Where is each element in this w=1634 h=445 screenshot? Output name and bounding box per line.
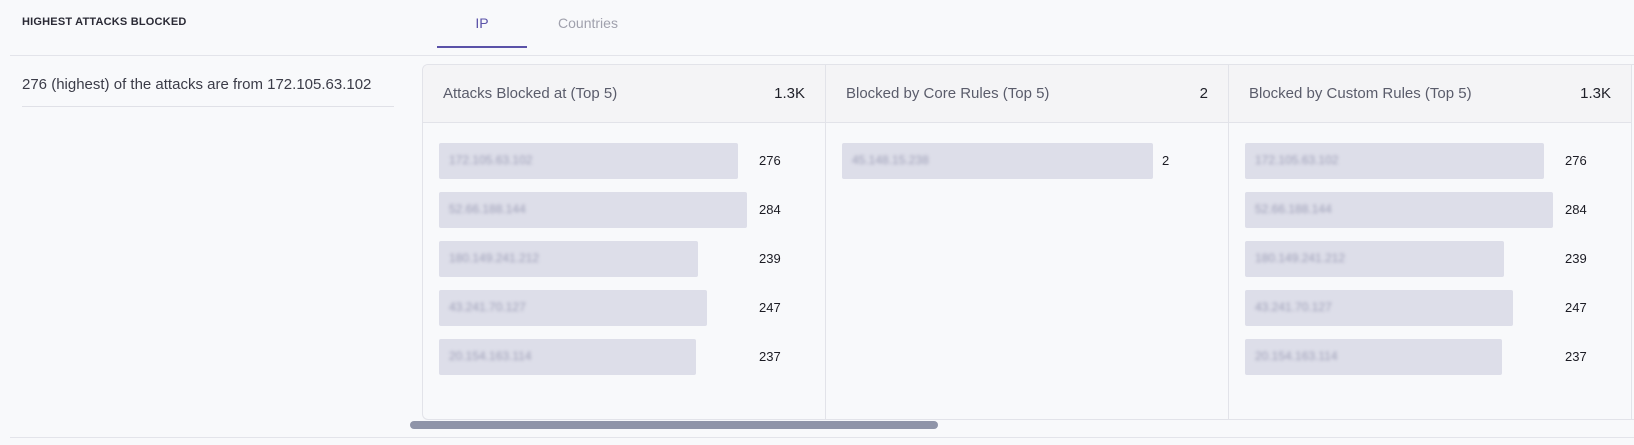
ip-label: 172.105.63.102 (449, 153, 533, 167)
bar-value: 284 (1565, 202, 1587, 217)
ip-label: 52.66.188.144 (1255, 202, 1332, 216)
bar-row: 45.148.15.238 2 (826, 143, 1228, 192)
bar-list: 172.105.63.102 276 52.66.188.144 284 180.149… (423, 123, 825, 388)
card-core-rules: Blocked by Core Rules (Top 5) 2 45.148.1… (826, 65, 1229, 419)
ip-label: 180.149.241.212 (449, 251, 540, 265)
bar-value: 2 (1162, 153, 1170, 168)
cards-scroll-area[interactable]: Attacks Blocked at (Top 5) 1.3K 172.105.… (422, 64, 1634, 420)
tab-ip[interactable]: IP (437, 0, 527, 48)
bar[interactable] (1245, 241, 1504, 277)
card-total: 1.3K (1580, 85, 1611, 102)
card-custom-rules: Blocked by Custom Rules (Top 5) 1.3K 172… (1229, 65, 1632, 419)
bar-value: 284 (759, 202, 781, 217)
header-divider (10, 55, 1634, 56)
bar-row: 180.149.241.212 239 (423, 241, 825, 290)
bar[interactable] (439, 143, 738, 179)
card-header: Blocked by Core Rules (Top 5) 2 (826, 65, 1228, 123)
bar-value: 247 (1565, 300, 1587, 315)
ip-label: 180.149.241.212 (1255, 251, 1346, 265)
bar-row: 172.105.63.102 276 (423, 143, 825, 192)
bar[interactable] (439, 339, 696, 375)
bar[interactable] (439, 192, 747, 228)
bar[interactable] (1245, 192, 1553, 228)
bar-row: 43.241.70.127 247 (423, 290, 825, 339)
horizontal-scrollbar[interactable] (410, 421, 938, 429)
bar-list: 45.148.15.238 2 (826, 123, 1228, 192)
ip-label: 52.66.188.144 (449, 202, 526, 216)
card-header: Blocked by Custom Rules (Top 5) 1.3K (1229, 65, 1631, 123)
section-title: HIGHEST ATTACKS BLOCKED (22, 16, 187, 28)
bar-row: 20.154.163.114 237 (423, 339, 825, 388)
bar[interactable] (1245, 143, 1544, 179)
bar-list: 172.105.63.102 276 52.66.188.144 284 180.149… (1229, 123, 1631, 388)
bar-row: 52.66.188.144 284 (1229, 192, 1631, 241)
card-title: Blocked by Core Rules (Top 5) (846, 85, 1050, 102)
bar-value: 237 (759, 349, 781, 364)
bar-row: 52.66.188.144 284 (423, 192, 825, 241)
ip-label: 20.154.163.114 (1255, 349, 1338, 363)
bar-row: 172.105.63.102 276 (1229, 143, 1631, 192)
card-title: Blocked by Custom Rules (Top 5) (1249, 85, 1472, 102)
bar-value: 276 (759, 153, 781, 168)
tab-countries[interactable]: Countries (558, 15, 618, 31)
ip-label: 43.241.70.127 (1255, 300, 1332, 314)
view-tabs: IP Countries (437, 0, 649, 48)
card-total: 1.3K (774, 85, 805, 102)
bar[interactable] (842, 143, 1153, 179)
ip-label: 43.241.70.127 (449, 300, 526, 314)
bar-row: 180.149.241.212 239 (1229, 241, 1631, 290)
bar-value: 239 (759, 251, 781, 266)
bar[interactable] (1245, 339, 1502, 375)
ip-label: 20.154.163.114 (449, 349, 532, 363)
bar-value: 237 (1565, 349, 1587, 364)
bar-row: 20.154.163.114 237 (1229, 339, 1631, 388)
bar[interactable] (439, 290, 707, 326)
card-header: Attacks Blocked at (Top 5) 1.3K (423, 65, 825, 123)
card-total: 2 (1199, 85, 1208, 102)
card-attacks-blocked: Attacks Blocked at (Top 5) 1.3K 172.105.… (423, 65, 826, 419)
ip-label: 45.148.15.238 (852, 153, 929, 167)
card-title: Attacks Blocked at (Top 5) (443, 85, 618, 102)
bar-value: 239 (1565, 251, 1587, 266)
bar[interactable] (1245, 290, 1513, 326)
bar-value: 276 (1565, 153, 1587, 168)
summary-divider (22, 106, 394, 107)
summary-text: 276 (highest) of the attacks are from 17… (22, 76, 372, 93)
bar-value: 247 (759, 300, 781, 315)
section-bottom-divider (10, 437, 1634, 438)
bar-row: 43.241.70.127 247 (1229, 290, 1631, 339)
ip-label: 172.105.63.102 (1255, 153, 1339, 167)
bar[interactable] (439, 241, 698, 277)
